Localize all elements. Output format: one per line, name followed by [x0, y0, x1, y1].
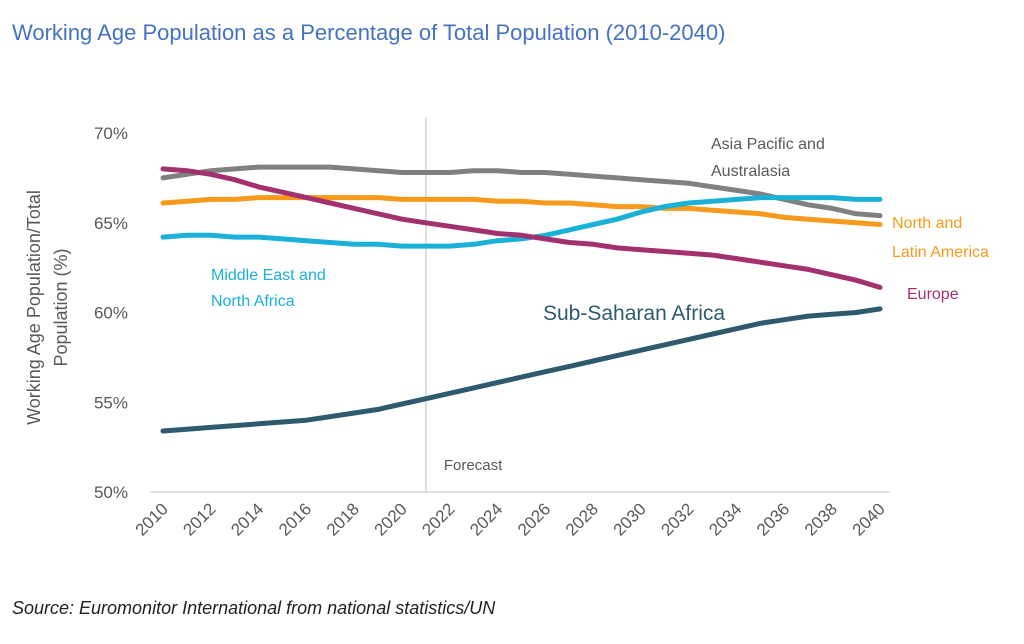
y-axis-title: Working Age Population/Total: [24, 190, 44, 425]
x-tick-label: 2016: [275, 499, 315, 539]
series-label: Latin America: [892, 244, 989, 261]
series-line-asia-pacific-and-australasia: [160, 164, 883, 219]
y-axis-title: Population (%): [51, 248, 71, 366]
y-tick-label: 65%: [94, 214, 128, 233]
x-tick-label: 2040: [849, 499, 889, 539]
y-tick-label: 50%: [94, 483, 128, 502]
x-tick-label: 2030: [610, 499, 650, 539]
series-label: North Africa: [211, 293, 295, 310]
series-label: North and: [892, 215, 962, 232]
x-tick-label: 2034: [705, 499, 745, 539]
y-tick-label: 70%: [94, 124, 128, 143]
x-tick-label: 2012: [179, 499, 219, 539]
y-tick-label: 55%: [94, 393, 128, 412]
series-line-middle-east-and-north-africa: [160, 195, 883, 249]
x-tick-label: 2022: [418, 499, 458, 539]
y-tick-label: 60%: [94, 304, 128, 323]
source-note: Source: Euromonitor International from n…: [12, 598, 496, 618]
x-tick-label: 2026: [514, 499, 554, 539]
series-line-sub-saharan-africa: [160, 306, 883, 434]
series-label: Australasia: [711, 163, 790, 180]
x-tick-label: 2014: [227, 499, 267, 539]
x-tick-label: 2024: [466, 499, 506, 539]
series-label: Europe: [907, 286, 959, 303]
x-tick-label: 2038: [801, 499, 841, 539]
chart-title: Working Age Population as a Percentage o…: [12, 20, 726, 45]
series-label: Asia Pacific and: [711, 136, 825, 153]
x-tick-label: 2018: [323, 499, 363, 539]
forecast-label: Forecast: [444, 457, 503, 474]
x-tick-label: 2032: [657, 499, 697, 539]
x-tick-label: 2028: [562, 499, 602, 539]
series-label: Sub-Saharan Africa: [543, 302, 725, 325]
series-line-north-and-latin-america: [160, 195, 883, 227]
x-tick-label: 2020: [371, 499, 411, 539]
series-line-europe: [160, 166, 883, 290]
x-tick-label: 2010: [132, 499, 172, 539]
series-label: Middle East and: [211, 267, 326, 284]
x-tick-label: 2036: [753, 499, 793, 539]
